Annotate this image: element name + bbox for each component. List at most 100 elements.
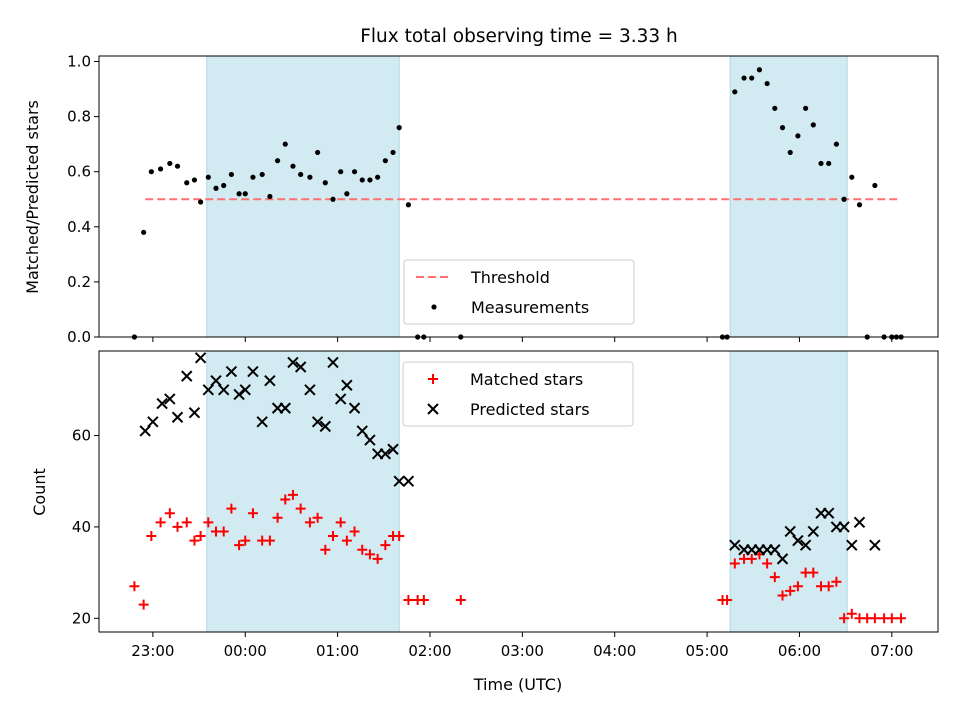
matched-star-point xyxy=(203,517,214,528)
matched-star-point xyxy=(138,599,149,610)
measurement-point xyxy=(228,171,234,178)
top-measurements-series xyxy=(131,67,904,340)
measurement-point xyxy=(274,158,281,164)
matched-star-point xyxy=(172,521,183,532)
predicted-star-point xyxy=(164,393,176,405)
measurement-point xyxy=(382,158,388,164)
predicted-star-point xyxy=(341,379,353,391)
matched-star-point xyxy=(372,553,383,564)
matched-star-point xyxy=(341,535,352,546)
predicted-star-point xyxy=(393,475,405,487)
measurement-point xyxy=(390,149,396,156)
top-y-tick-label: 0.6 xyxy=(67,163,91,181)
predicted-star-point xyxy=(147,416,159,428)
matched-star-point xyxy=(722,595,733,606)
predicted-star-point xyxy=(256,416,268,428)
measurement-point xyxy=(344,191,350,197)
measurement-point xyxy=(330,196,336,202)
measurement-point xyxy=(338,169,344,175)
measurement-point xyxy=(779,125,786,131)
predicted-star-point xyxy=(202,384,215,396)
bottom-legend-box xyxy=(402,361,634,427)
predicted-star-point xyxy=(327,356,339,369)
matched-star-point xyxy=(240,535,251,546)
measurement-point xyxy=(849,174,855,180)
matched-star-point xyxy=(769,572,780,583)
predicted-star-point xyxy=(379,448,392,460)
predicted-star-point xyxy=(846,539,858,551)
measurement-point xyxy=(841,196,847,202)
measurement-point xyxy=(803,105,809,111)
matched-star-point xyxy=(394,531,405,542)
measurement-point xyxy=(359,177,365,183)
matched-star-point xyxy=(155,517,166,528)
predicted-star-point xyxy=(304,384,316,396)
matched-star-point xyxy=(762,558,773,569)
predicted-star-point xyxy=(356,425,368,437)
matched-star-point xyxy=(272,512,283,523)
bottom-observing-window-2 xyxy=(729,350,848,633)
bottom-x-tick-label: 23:00 xyxy=(131,642,174,660)
predicted-star-point xyxy=(225,365,238,378)
matched-star-point xyxy=(418,595,429,606)
predicted-star-point xyxy=(181,370,193,382)
predicted-star-point xyxy=(769,544,781,556)
measurement-point xyxy=(732,89,738,95)
top-y-tick-label: 0.0 xyxy=(67,328,91,346)
top-observing-window-2 xyxy=(729,55,848,338)
measurement-point xyxy=(148,169,154,175)
top-y-axis-label: Matched/Predicted stars xyxy=(23,100,42,294)
matched-star-point xyxy=(785,585,796,596)
matched-star-point xyxy=(886,613,897,624)
predicted-star-point xyxy=(319,420,332,433)
matched-star-point xyxy=(129,581,140,592)
bottom-predicted-stars-series xyxy=(139,352,881,565)
measurement-point xyxy=(205,174,211,180)
predicted-star-point xyxy=(799,539,812,551)
legend-label: Measurements xyxy=(471,298,589,317)
measurement-point xyxy=(351,169,358,175)
measurement-point xyxy=(375,174,381,180)
top-y-tick-label: 0.4 xyxy=(67,218,91,236)
matched-star-point xyxy=(777,590,788,601)
measurement-point xyxy=(242,191,248,197)
bottom-y-tick-label: 40 xyxy=(72,518,91,536)
predicted-star-point xyxy=(217,384,230,396)
matched-star-point xyxy=(455,595,466,606)
measurement-point xyxy=(198,199,204,205)
predicted-star-point xyxy=(210,374,222,387)
measurement-point xyxy=(213,185,219,191)
matched-star-point xyxy=(896,613,907,624)
matched-star-point xyxy=(287,489,298,500)
measurement-point xyxy=(818,160,824,167)
matched-star-point xyxy=(226,503,237,514)
predicted-star-point xyxy=(348,402,361,414)
bottom-x-tick-label: 04:00 xyxy=(593,642,636,660)
measurement-point xyxy=(259,171,265,178)
matched-star-point xyxy=(808,567,819,578)
legend-measurement-swatch xyxy=(431,304,437,310)
measurement-point xyxy=(826,160,832,167)
predicted-star-point xyxy=(792,534,804,547)
measurement-point xyxy=(315,149,321,156)
bottom-x-tick-label: 07:00 xyxy=(870,642,913,660)
matched-star-point xyxy=(364,549,375,560)
predicted-star-point xyxy=(784,525,796,538)
measurement-point xyxy=(184,180,190,186)
bottom-y-axis-label: Count xyxy=(30,468,49,516)
matched-star-point xyxy=(846,608,857,619)
predicted-star-point xyxy=(233,388,245,401)
predicted-star-point xyxy=(807,525,820,538)
legend-matched-swatch xyxy=(428,374,438,384)
predicted-star-point xyxy=(188,406,201,419)
bottom-x-tick-label: 05:00 xyxy=(685,642,728,660)
predicted-star-point xyxy=(334,393,347,405)
top-y-tick-label: 0.8 xyxy=(67,108,91,126)
bottom-x-tick-label: 00:00 xyxy=(224,642,267,660)
predicted-star-point xyxy=(822,507,835,519)
top-legend-box xyxy=(403,259,635,325)
measurement-point xyxy=(157,166,164,172)
measurement-point xyxy=(221,182,227,189)
matched-star-point xyxy=(335,517,346,528)
matched-star-point xyxy=(357,544,368,555)
